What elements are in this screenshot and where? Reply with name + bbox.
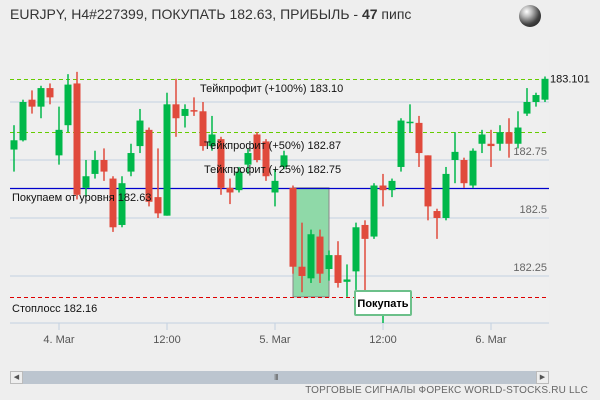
candle-body bbox=[262, 141, 270, 177]
candle-body bbox=[451, 151, 459, 160]
profit-value: 47 bbox=[361, 6, 378, 22]
candle-body bbox=[532, 95, 540, 102]
x-tick-label: 4. Mar bbox=[43, 334, 75, 346]
candle-body bbox=[73, 83, 81, 195]
candle-body bbox=[154, 197, 162, 214]
candle-body bbox=[298, 266, 306, 276]
candle-body bbox=[163, 104, 171, 216]
candle-body bbox=[307, 234, 315, 279]
candle-body bbox=[235, 171, 243, 191]
title-prefix: EURJPY, H4#227399, ПОКУПАТЬ 182.63, ПРИБ… bbox=[10, 6, 362, 22]
x-tick-label: 5. Mar bbox=[259, 334, 291, 346]
level-label: Тейкпрофит (+100%) 183.10 bbox=[200, 83, 343, 95]
candle-body bbox=[406, 121, 414, 124]
y-tick-label: 182.25 bbox=[513, 262, 547, 274]
candle-body bbox=[100, 160, 108, 172]
candle-body bbox=[118, 183, 126, 225]
candle-body bbox=[361, 224, 369, 239]
level-label: Стоплосс 182.16 bbox=[12, 303, 97, 315]
arrow-left-icon: ◀ bbox=[13, 374, 20, 381]
scrollbar-grip[interactable]: III bbox=[274, 373, 279, 382]
chart-title: EURJPY, H4#227399, ПОКУПАТЬ 182.63, ПРИБ… bbox=[10, 6, 411, 22]
candle-body bbox=[271, 180, 279, 193]
chart-scrollbar[interactable]: ◀ III ▶ bbox=[10, 371, 549, 384]
y-tick-label: 182.75 bbox=[513, 146, 547, 158]
candle-body bbox=[91, 160, 99, 174]
candle-body bbox=[190, 110, 198, 112]
candle-body bbox=[478, 134, 486, 144]
candle-body bbox=[253, 134, 261, 160]
candle-body bbox=[496, 132, 504, 144]
candle-body bbox=[181, 108, 189, 116]
globe-icon[interactable] bbox=[519, 5, 541, 27]
candle-body bbox=[343, 279, 351, 282]
candle-body bbox=[469, 150, 477, 186]
level-label: Покупаем от уровня 182.63 bbox=[12, 192, 151, 204]
level-label: Тейкпрофит (+50%) 182.87 bbox=[204, 140, 341, 152]
candle-body bbox=[325, 255, 333, 270]
candle-body bbox=[397, 120, 405, 167]
profit-unit: пипс bbox=[377, 6, 412, 22]
footer-credit: ТОРГОВЫЕ СИГНАЛЫ ФОРЕКС WORLD-STOCKS.RU … bbox=[305, 385, 588, 396]
level-label: Тейкпрофит (+25%) 182.75 bbox=[204, 164, 341, 176]
candle-body bbox=[424, 155, 432, 207]
y-tick-label: 182.5 bbox=[519, 204, 547, 216]
candle-body bbox=[541, 78, 549, 100]
candle-body bbox=[55, 129, 63, 156]
candle-body bbox=[28, 99, 36, 107]
candle-body bbox=[460, 160, 468, 184]
candle-body bbox=[487, 143, 495, 147]
x-tick-label: 12:00 bbox=[369, 334, 397, 346]
candle-body bbox=[136, 120, 144, 147]
buy-annotation-label: Покупать bbox=[357, 298, 408, 310]
candle-body bbox=[10, 140, 18, 150]
candle-body bbox=[208, 134, 216, 147]
candle-body bbox=[19, 102, 27, 141]
scroll-right-button[interactable]: ▶ bbox=[536, 371, 549, 384]
buy-annotation-box bbox=[354, 290, 412, 316]
candle-body bbox=[226, 187, 234, 193]
candle-body bbox=[415, 122, 423, 154]
candle-body bbox=[433, 211, 441, 218]
candle-body bbox=[37, 88, 45, 107]
last-price-label: 183.101 bbox=[550, 74, 590, 86]
candle-body bbox=[289, 187, 297, 267]
x-tick-label: 12:00 bbox=[153, 334, 181, 346]
candle-body bbox=[109, 178, 117, 228]
candle-body bbox=[64, 84, 72, 126]
candle-body bbox=[280, 155, 288, 167]
candle-body bbox=[523, 102, 531, 114]
candle-body bbox=[388, 180, 396, 191]
arrow-right-icon: ▶ bbox=[539, 374, 546, 381]
candle-body bbox=[46, 88, 54, 98]
candle-body bbox=[199, 111, 207, 147]
candle-body bbox=[127, 153, 135, 172]
x-tick-label: 6. Mar bbox=[475, 334, 507, 346]
scroll-left-button[interactable]: ◀ bbox=[10, 371, 23, 384]
candle-body bbox=[352, 227, 360, 272]
candle-body bbox=[334, 255, 342, 283]
candle-body bbox=[379, 185, 387, 191]
candle-body bbox=[82, 176, 90, 188]
candle-body bbox=[172, 104, 180, 119]
candle-body bbox=[505, 132, 513, 144]
candle-body bbox=[442, 173, 450, 218]
candle-body bbox=[370, 185, 378, 237]
candle-body bbox=[316, 236, 324, 274]
candle-body bbox=[145, 129, 153, 202]
candle-body bbox=[217, 139, 225, 188]
candle-body bbox=[244, 153, 252, 165]
candle-body bbox=[514, 127, 522, 144]
